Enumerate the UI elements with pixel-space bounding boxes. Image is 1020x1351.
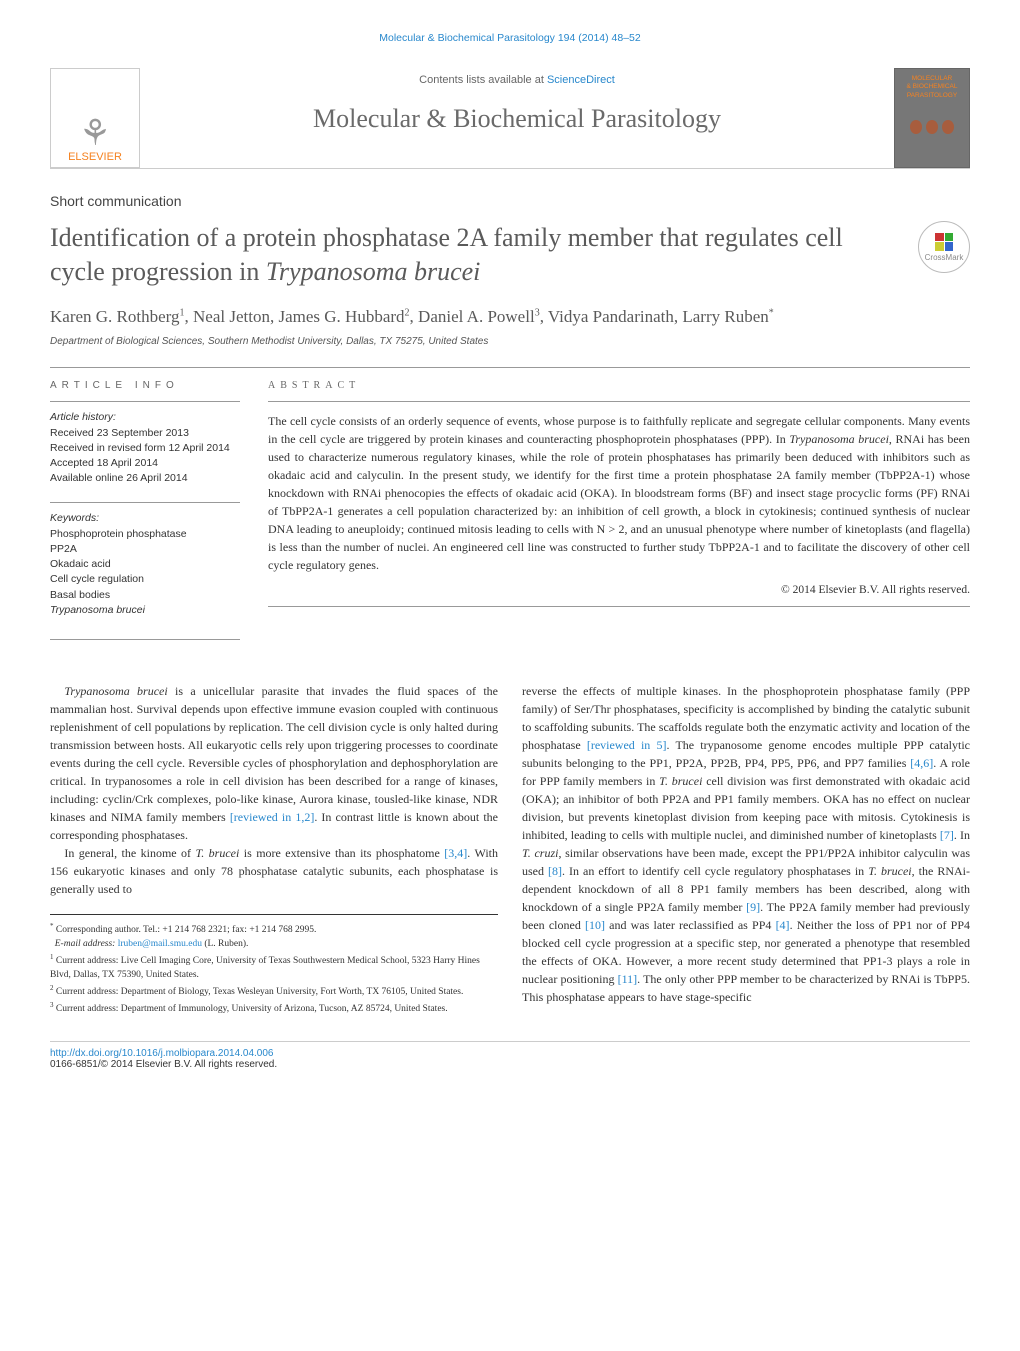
body-column-left: Trypanosoma brucei is a unicellular para… bbox=[50, 682, 498, 1016]
cover-line2: & BIOCHEMICAL bbox=[907, 83, 958, 91]
abstract-column: ABSTRACT The cell cycle consists of an o… bbox=[268, 380, 970, 619]
doi-link[interactable]: http://dx.doi.org/10.1016/j.molbiopara.2… bbox=[50, 1048, 274, 1059]
accepted-date: Accepted 18 April 2014 bbox=[50, 457, 158, 469]
crossmark-label: CrossMark bbox=[925, 253, 964, 262]
article-type: Short communication bbox=[50, 193, 970, 209]
affiliation: Department of Biological Sciences, South… bbox=[50, 336, 970, 347]
journal-title: Molecular & Biochemical Parasitology bbox=[140, 104, 894, 134]
issn-copyright: 0166-6851/© 2014 Elsevier B.V. All right… bbox=[50, 1059, 277, 1070]
abstract-text: The cell cycle consists of an orderly se… bbox=[268, 412, 970, 574]
footnote-2: 2 Current address: Department of Biology… bbox=[50, 983, 498, 1000]
journal-cover-thumbnail: MOLECULAR & BIOCHEMICAL PARASITOLOGY bbox=[894, 68, 970, 168]
email-line: E-mail address: lruben@mail.smu.edu (L. … bbox=[50, 938, 498, 952]
crossmark-icon bbox=[935, 233, 953, 251]
journal-header: ⚘ ELSEVIER Contents lists available at S… bbox=[50, 68, 970, 169]
info-divider-bottom bbox=[50, 639, 240, 640]
cover-artwork bbox=[910, 120, 954, 134]
sciencedirect-link[interactable]: ScienceDirect bbox=[547, 74, 615, 86]
received-date: Received 23 September 2013 bbox=[50, 427, 189, 439]
crossmark-badge[interactable]: CrossMark bbox=[918, 221, 970, 273]
keywords-label: Keywords: bbox=[50, 512, 99, 524]
abstract-divider-bottom bbox=[268, 606, 970, 607]
body-column-right: reverse the effects of multiple kinases.… bbox=[522, 682, 970, 1016]
cover-line3: PARASITOLOGY bbox=[907, 92, 957, 100]
footnote-3: 3 Current address: Department of Immunol… bbox=[50, 1000, 498, 1017]
body-para-1: Trypanosoma brucei is a unicellular para… bbox=[50, 682, 498, 844]
abstract-copyright: © 2014 Elsevier B.V. All rights reserved… bbox=[268, 584, 970, 596]
article-history: Article history: Received 23 September 2… bbox=[50, 410, 240, 486]
online-date: Available online 26 April 2014 bbox=[50, 472, 188, 484]
info-abstract-row: ARTICLE INFO Article history: Received 2… bbox=[50, 380, 970, 619]
footer-left: http://dx.doi.org/10.1016/j.molbiopara.2… bbox=[50, 1048, 277, 1070]
body-columns: Trypanosoma brucei is a unicellular para… bbox=[50, 682, 970, 1016]
abstract-divider-top bbox=[268, 401, 970, 402]
contents-text: Contents lists available at bbox=[419, 74, 547, 86]
keywords-list: Phosphoprotein phosphatasePP2AOkadaic ac… bbox=[50, 528, 187, 616]
article-info-column: ARTICLE INFO Article history: Received 2… bbox=[50, 380, 240, 619]
footnote-1: 1 Current address: Live Cell Imaging Cor… bbox=[50, 952, 498, 983]
title-row: Identification of a protein phosphatase … bbox=[50, 221, 970, 305]
history-label: Article history: bbox=[50, 411, 116, 423]
running-header: Molecular & Biochemical Parasitology 194… bbox=[50, 32, 970, 44]
author-list: Karen G. Rothberg1, Neal Jetton, James G… bbox=[50, 305, 970, 329]
article-info-heading: ARTICLE INFO bbox=[50, 380, 240, 391]
cover-line1: MOLECULAR bbox=[912, 75, 952, 83]
corresponding-author: * Corresponding author. Tel.: +1 214 768… bbox=[50, 921, 498, 938]
abstract-heading: ABSTRACT bbox=[268, 380, 970, 391]
footnotes: * Corresponding author. Tel.: +1 214 768… bbox=[50, 914, 498, 1016]
body-para-2: In general, the kinome of T. brucei is m… bbox=[50, 844, 498, 898]
body-para-3: reverse the effects of multiple kinases.… bbox=[522, 682, 970, 1006]
article-title: Identification of a protein phosphatase … bbox=[50, 221, 850, 289]
section-divider bbox=[50, 367, 970, 368]
info-divider-top bbox=[50, 401, 240, 402]
contents-available-line: Contents lists available at ScienceDirec… bbox=[140, 74, 894, 86]
revised-date: Received in revised form 12 April 2014 bbox=[50, 442, 230, 454]
elsevier-logo: ⚘ ELSEVIER bbox=[50, 68, 140, 168]
elsevier-tree-icon: ⚘ bbox=[79, 115, 111, 151]
publisher-name: ELSEVIER bbox=[68, 151, 122, 163]
info-divider-mid bbox=[50, 502, 240, 503]
keywords-block: Keywords: Phosphoprotein phosphatasePP2A… bbox=[50, 511, 240, 618]
header-center: Contents lists available at ScienceDirec… bbox=[140, 68, 894, 134]
page-footer: http://dx.doi.org/10.1016/j.molbiopara.2… bbox=[50, 1041, 970, 1070]
